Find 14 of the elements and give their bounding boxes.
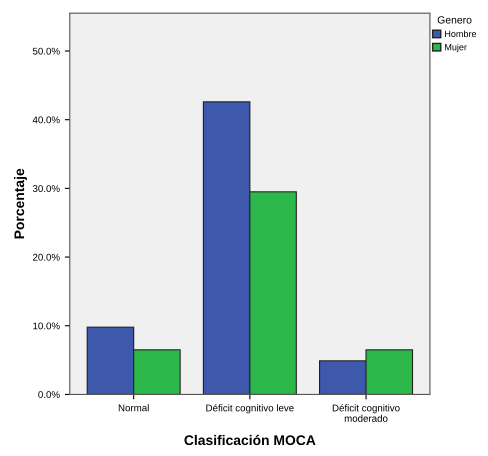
x-tick-label: Déficit cognitivo moderado	[332, 404, 400, 422]
x-tick-label: Déficit cognitivo leve	[206, 404, 294, 414]
y-tick-label: 20.0%	[32, 254, 60, 261]
y-tick-label: 30.0%	[32, 185, 60, 192]
legend-title: Genero	[438, 16, 472, 24]
y-tick-label: 0.0%	[38, 391, 60, 398]
x-tick-label: Normal	[118, 404, 149, 412]
y-axis-title: Porcentaje	[14, 168, 27, 238]
y-tick-label: 10.0%	[33, 322, 60, 330]
x-axis-title: Clasificación MOCA	[184, 434, 316, 446]
y-tick-label: 50.0%	[32, 48, 60, 55]
legend-label: Hombre	[445, 30, 476, 38]
y-tick-label: 40.0%	[32, 116, 60, 124]
legend-label: Mujer	[445, 44, 467, 52]
